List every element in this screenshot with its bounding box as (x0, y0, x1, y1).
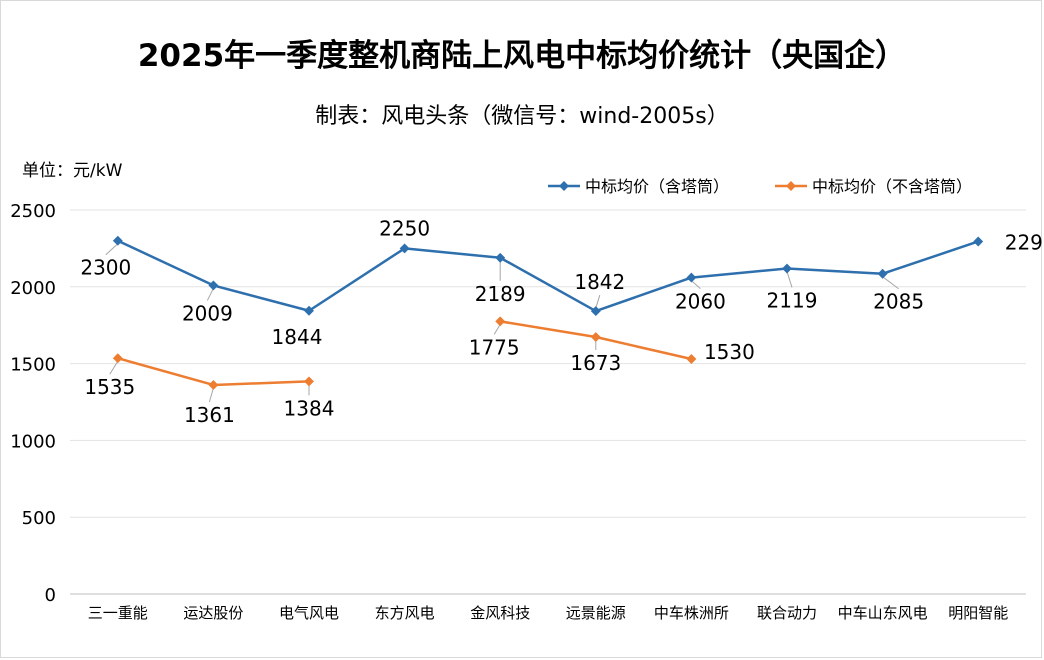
legend-marker (786, 181, 796, 191)
data-label: 1842 (574, 270, 625, 294)
data-label: 2060 (675, 290, 726, 314)
data-point (686, 354, 697, 364)
data-point (304, 376, 314, 387)
chart-subtitle: 制表：风电头条（微信号：wind-2005s） (315, 104, 729, 129)
x-tick-labels: 三一重能 运达股份 电气风电 东方风电 金风科技 远景能源 中车株洲所 联合动力 中车山东风电 明… (88, 604, 1008, 622)
x-tick-label: 中车株洲所 (654, 604, 729, 622)
data-label: 2009 (182, 301, 233, 325)
y-tick-label: 500 (22, 508, 56, 529)
data-point (495, 252, 506, 263)
data-label: 1775 (469, 335, 520, 359)
data-point (304, 305, 314, 316)
data-label: 2085 (873, 290, 924, 314)
x-tick-label: 联合动力 (757, 604, 817, 622)
data-label: 1673 (570, 351, 621, 375)
data-point (112, 353, 123, 364)
x-tick-label: 电气风电 (279, 604, 339, 622)
data-label: 1361 (184, 403, 235, 427)
data-point (590, 332, 601, 342)
y-tick-label: 1500 (10, 355, 56, 376)
legend-label: 中标均价（含塔筒） (585, 177, 729, 196)
data-label: 1384 (284, 396, 335, 420)
y-tick-labels: 0 500 1000 1500 2000 2500 (10, 201, 56, 606)
data-point (686, 272, 697, 283)
data-label: 1530 (704, 340, 755, 364)
x-tick-label: 金风科技 (470, 604, 530, 622)
data-point (208, 380, 219, 390)
y-tick-label: 2500 (10, 201, 56, 222)
y-axis-unit-label: 单位：元/kW (22, 161, 123, 181)
y-tick-label: 1000 (10, 431, 56, 452)
label-leader (882, 276, 899, 290)
data-label: 2250 (379, 216, 430, 240)
label-leader (595, 294, 601, 309)
chart-title: 2025年一季度整机商陆上风电中标均价统计（央国企） (137, 38, 907, 74)
x-tick-label: 东方风电 (375, 604, 435, 622)
x-tick-label: 远景能源 (566, 604, 626, 622)
data-label: 2189 (475, 282, 526, 306)
label-leader (493, 324, 501, 335)
label-leader (105, 243, 119, 256)
label-leader (206, 288, 214, 301)
label-leader (208, 387, 214, 403)
series-line (117, 239, 979, 313)
y-tick-label: 2000 (10, 278, 56, 299)
legend-label: 中标均价（不含塔筒） (812, 177, 972, 196)
label-leader (786, 271, 793, 288)
label-leader (691, 280, 701, 289)
x-tick-label: 运达股份 (183, 604, 243, 622)
x-tick-label: 三一重能 (88, 604, 148, 622)
data-label: 1535 (84, 375, 135, 399)
data-point (112, 235, 123, 246)
data-point (590, 306, 601, 317)
x-tick-label: 中车山东风电 (838, 604, 928, 622)
legend-marker (559, 181, 569, 191)
data-point (877, 268, 888, 279)
data-label: 2300 (80, 256, 131, 280)
x-tick-label: 明阳智能 (948, 604, 1008, 622)
data-label: 2295 (1005, 230, 1044, 254)
data-point (208, 280, 219, 291)
data-point (399, 243, 410, 254)
data-point (495, 316, 506, 327)
data-label: 1844 (272, 325, 323, 349)
legend: 中标均价（含塔筒） 中标均价（不含塔筒） (548, 177, 972, 196)
series-group (112, 235, 984, 390)
data-point (973, 236, 984, 247)
y-tick-label: 0 (45, 585, 56, 606)
data-labels: 2300 2009 1844 2250 2189 1842 2060 2119 2085 2295… (80, 216, 1044, 427)
gridlines (70, 209, 1026, 595)
data-label: 2119 (767, 289, 818, 313)
data-point (782, 263, 792, 274)
label-leader (109, 360, 119, 375)
